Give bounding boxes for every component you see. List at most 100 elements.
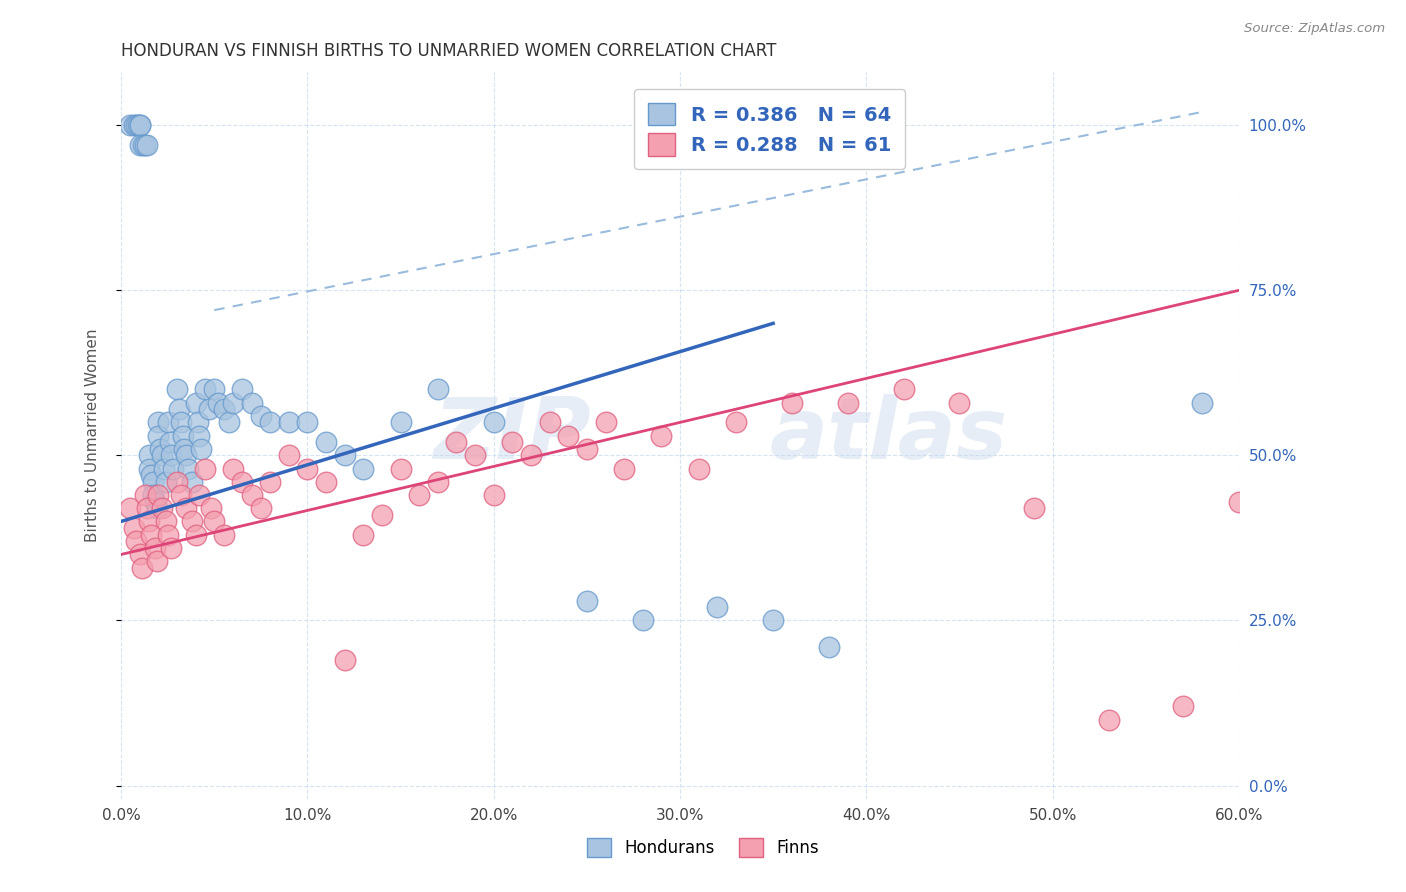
Point: [128, 118, 150, 132]
Point: [181, 515, 204, 529]
Point: [122, 118, 145, 132]
Point: [128, 118, 150, 132]
Point: [482, 416, 505, 430]
Point: [125, 534, 148, 549]
Point: [371, 508, 394, 522]
Point: [166, 383, 188, 397]
Point: [128, 138, 150, 153]
Point: [181, 475, 204, 489]
Point: [426, 475, 449, 489]
Point: [142, 475, 165, 489]
Point: [557, 428, 579, 442]
Point: [173, 442, 195, 456]
Point: [160, 541, 183, 555]
Point: [136, 501, 159, 516]
Point: [538, 416, 561, 430]
Point: [706, 600, 728, 615]
Point: [134, 138, 156, 153]
Point: [1227, 494, 1250, 508]
Point: [212, 527, 235, 541]
Point: [222, 461, 245, 475]
Point: [131, 560, 153, 574]
Point: [184, 527, 207, 541]
Point: [176, 449, 198, 463]
Point: [132, 138, 155, 153]
Point: [1191, 395, 1213, 409]
Point: [177, 461, 200, 475]
Point: [149, 442, 172, 456]
Point: [120, 118, 142, 132]
Point: [231, 383, 253, 397]
Point: [1097, 713, 1119, 727]
Text: HONDURAN VS FINNISH BIRTHS TO UNMARRIED WOMEN CORRELATION CHART: HONDURAN VS FINNISH BIRTHS TO UNMARRIED …: [121, 42, 776, 60]
Point: [134, 488, 156, 502]
Point: [162, 461, 184, 475]
Point: [240, 395, 263, 409]
Point: [136, 138, 159, 153]
Point: [167, 402, 190, 417]
Point: [160, 449, 183, 463]
Point: [156, 416, 179, 430]
Point: [176, 501, 198, 516]
Point: [170, 416, 193, 430]
Point: [520, 449, 543, 463]
Point: [297, 416, 319, 430]
Point: [575, 593, 598, 607]
Point: [188, 488, 211, 502]
Point: [231, 475, 253, 489]
Point: [259, 475, 281, 489]
Point: [190, 442, 212, 456]
Point: [277, 416, 299, 430]
Point: [650, 428, 672, 442]
Point: [240, 488, 263, 502]
Point: [595, 416, 617, 430]
Point: [575, 442, 598, 456]
Text: ZIP: ZIP: [433, 394, 591, 477]
Point: [818, 640, 841, 654]
Point: [170, 488, 193, 502]
Point: [762, 614, 785, 628]
Point: [613, 461, 636, 475]
Point: [446, 435, 468, 450]
Point: [197, 402, 219, 417]
Point: [138, 449, 160, 463]
Point: [139, 468, 162, 483]
Point: [426, 383, 449, 397]
Point: [184, 395, 207, 409]
Point: [139, 527, 162, 541]
Point: [250, 409, 273, 423]
Point: [315, 475, 337, 489]
Point: [138, 461, 160, 475]
Point: [122, 521, 145, 535]
Point: [150, 501, 173, 516]
Y-axis label: Births to Unmarried Women: Births to Unmarried Women: [86, 329, 100, 542]
Point: [172, 428, 194, 442]
Point: [125, 118, 148, 132]
Point: [297, 461, 319, 475]
Point: [948, 395, 970, 409]
Point: [166, 475, 188, 489]
Point: [159, 435, 181, 450]
Point: [352, 461, 374, 475]
Point: [352, 527, 374, 541]
Point: [837, 395, 859, 409]
Point: [138, 515, 160, 529]
Point: [333, 653, 356, 667]
Point: [200, 501, 222, 516]
Point: [120, 501, 142, 516]
Point: [156, 527, 179, 541]
Point: [893, 383, 915, 397]
Point: [145, 554, 167, 568]
Point: [688, 461, 710, 475]
Point: [148, 416, 170, 430]
Point: [145, 501, 167, 516]
Text: atlas: atlas: [769, 394, 1008, 477]
Point: [128, 548, 150, 562]
Legend: R = 0.386   N = 64, R = 0.288   N = 61: R = 0.386 N = 64, R = 0.288 N = 61: [634, 89, 904, 169]
Text: Source: ZipAtlas.com: Source: ZipAtlas.com: [1244, 22, 1385, 36]
Point: [194, 383, 217, 397]
Point: [212, 402, 235, 417]
Point: [315, 435, 337, 450]
Point: [501, 435, 523, 450]
Point: [1171, 699, 1194, 714]
